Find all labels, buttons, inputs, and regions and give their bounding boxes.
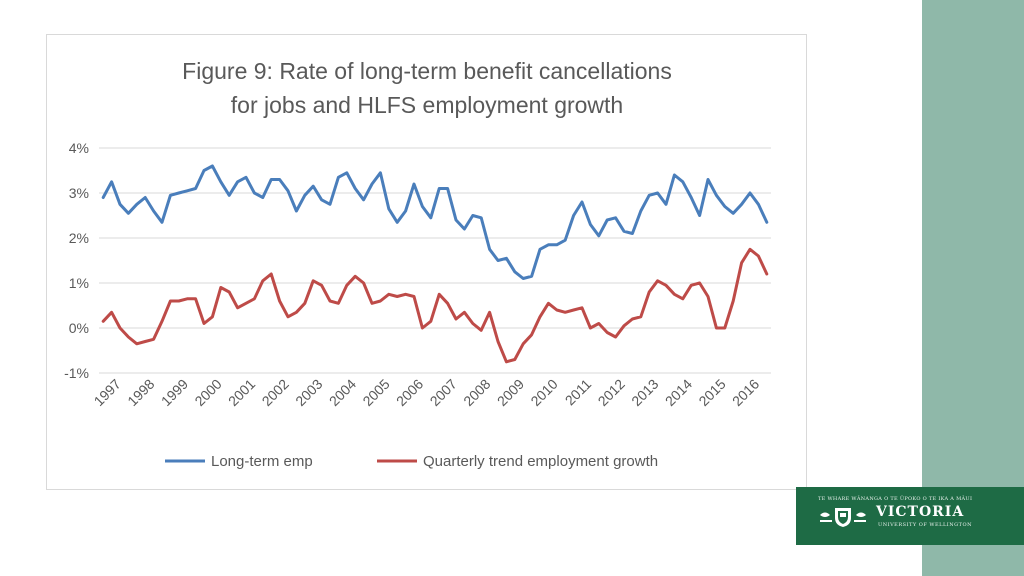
legend-label: Long-term emp [211,453,313,470]
y-tick-label: 2% [69,230,89,246]
x-tick-label: 2015 [695,376,728,409]
y-tick-label: -1% [64,365,89,381]
x-tick-label: 1998 [124,376,157,409]
university-logo: TE WHARE WĀNANGA O TE ŪPOKO O TE IKA A M… [796,487,1024,545]
y-tick-label: 3% [69,185,89,201]
x-tick-label: 2008 [460,376,493,409]
x-tick-label: 2012 [595,376,628,409]
x-tick-label: 2007 [427,376,460,409]
logo-subtitle: UNIVERSITY OF WELLINGTON [878,522,972,528]
x-tick-label: 2006 [393,376,426,409]
x-tick-label: 2016 [729,376,762,409]
legend-label: Quarterly trend employment growth [423,453,658,470]
x-tick-label: 2003 [292,376,325,409]
y-tick-label: 4% [69,140,89,156]
legend-item: Quarterly trend employment growth [377,453,658,470]
x-tick-label: 1997 [91,376,124,409]
y-tick-label: 0% [69,320,89,336]
chart-container: Figure 9: Rate of long-term benefit canc… [46,34,807,490]
logo-tagline: TE WHARE WĀNANGA O TE ŪPOKO O TE IKA A M… [818,496,973,502]
x-tick-label: 2014 [662,376,695,409]
legend-item: Long-term emp [165,453,313,470]
x-tick-label: 2009 [494,376,527,409]
x-tick-label: 2005 [359,376,392,409]
series-line-2 [101,247,769,364]
decorative-side-band [922,0,1024,576]
chart-title-line-1: Figure 9: Rate of long-term benefit canc… [182,58,672,84]
line-chart: Figure 9: Rate of long-term benefit canc… [64,58,771,470]
x-tick-label: 2002 [259,376,292,409]
x-tick-label: 2001 [225,376,258,409]
logo-wordmark: VICTORIA [876,504,965,520]
x-tick-label: 2011 [562,376,595,409]
x-tick-label: 2004 [326,376,359,409]
x-tick-label: 2010 [527,376,560,409]
series-line-1 [101,164,769,280]
x-tick-label: 1999 [158,376,191,409]
x-tick-label: 2013 [628,376,661,409]
x-tick-label: 2000 [191,376,224,409]
crest-icon [820,508,866,527]
y-tick-label: 1% [69,275,89,291]
chart-title-line-2: for jobs and HLFS employment growth [231,92,623,118]
